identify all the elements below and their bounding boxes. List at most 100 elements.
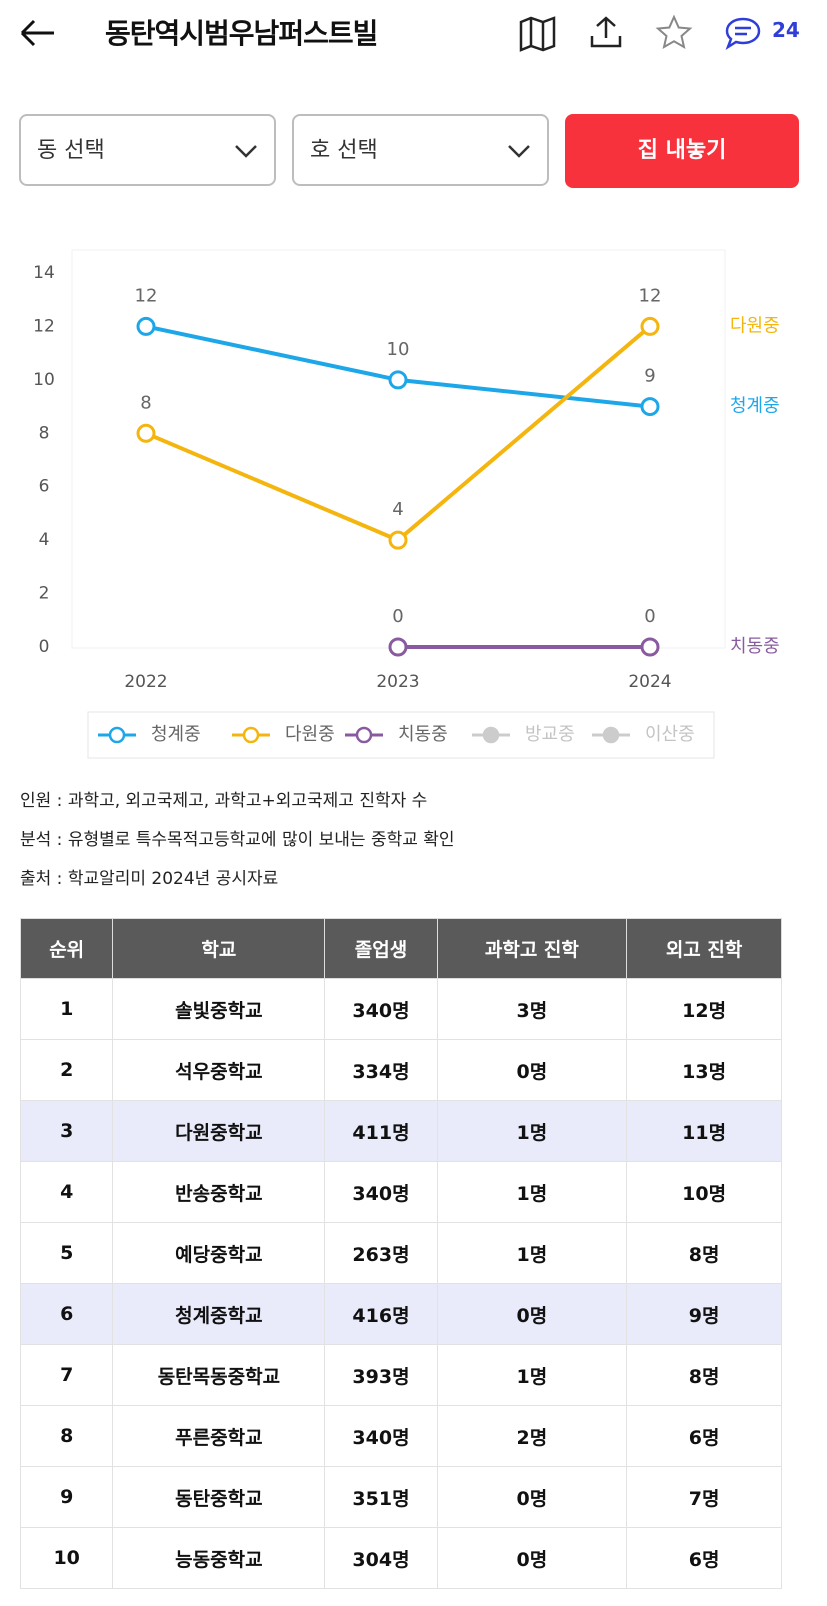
table-cell: 13명: [626, 1039, 782, 1101]
comment-icon[interactable]: [724, 16, 762, 50]
back-button[interactable]: [18, 16, 58, 50]
table-cell: 예당중학교: [112, 1222, 326, 1284]
table-cell: 1명: [436, 1161, 628, 1223]
dong-select[interactable]: 동 선택: [19, 114, 276, 186]
data-point: [640, 397, 660, 417]
data-point: [640, 316, 660, 336]
table-cell: 0명: [436, 1527, 628, 1589]
table-cell: 393명: [324, 1344, 438, 1406]
table-cell: 11명: [626, 1100, 782, 1162]
table-cell: 340명: [324, 1161, 438, 1223]
table-cell: 3명: [436, 978, 628, 1040]
series-end-label: 청계중: [730, 396, 780, 417]
list-house-button[interactable]: 집 내놓기: [565, 114, 799, 188]
table-row: 1 솔빛중학교 340명 3명 12명: [19, 978, 782, 1040]
map-icon[interactable]: [518, 16, 558, 52]
table-row: 8 푸른중학교 340명 2명 6명: [19, 1405, 782, 1467]
data-point: [136, 423, 156, 443]
column-header: 외고 진학: [626, 918, 782, 979]
table-row: 10 능동중학교 304명 0명 6명: [19, 1527, 782, 1589]
table-cell: 416명: [324, 1283, 438, 1345]
y-tick-label: 2: [39, 584, 50, 604]
table-cell: 334명: [324, 1039, 438, 1101]
table-cell: 6명: [626, 1527, 782, 1589]
table-cell: 9: [19, 1466, 114, 1528]
table-cell: 2명: [436, 1405, 628, 1467]
table-cell: 반송중학교: [112, 1161, 326, 1223]
column-header: 순위: [19, 918, 114, 979]
table-cell: 솔빛중학교: [112, 978, 326, 1040]
page-title: 동탄역시범우남퍼스트빌: [105, 17, 378, 50]
x-tick-label: 2024: [628, 672, 671, 692]
y-tick-label: 12: [33, 316, 55, 336]
table-row: 2 석우중학교 334명 0명 13명: [19, 1039, 782, 1101]
table-cell: 9명: [626, 1283, 782, 1345]
chevron: [508, 145, 530, 158]
table-cell: 8명: [626, 1344, 782, 1406]
table-cell: 6: [19, 1283, 114, 1345]
table-cell: 0명: [436, 1283, 628, 1345]
chevron: [235, 145, 257, 158]
table-cell: 340명: [324, 1405, 438, 1467]
data-label: 0: [644, 606, 655, 627]
table-cell: 0명: [436, 1039, 628, 1101]
table-cell: 7: [19, 1344, 114, 1406]
y-tick-label: 10: [33, 370, 55, 390]
school-table: 순위 학교 졸업생 과학고 진학 외고 진학 1 솔빛중학교 340명 3명 12명 2 석우중학교 3…: [19, 918, 782, 1589]
note: 분석 : 유형별로 특수목적고등학교에 많이 보내는 중학교 확인: [20, 830, 455, 850]
table-cell: 263명: [324, 1222, 438, 1284]
legend-box: [87, 711, 715, 759]
share-icon[interactable]: [588, 14, 624, 50]
table-cell: 340명: [324, 978, 438, 1040]
y-tick-label: 14: [33, 263, 55, 283]
table-row: 6 청계중학교 416명 0명 9명: [19, 1283, 782, 1345]
data-label: 12: [639, 285, 662, 306]
ho-select[interactable]: 호 선택: [292, 114, 549, 186]
table-row: 9 동탄중학교 351명 0명 7명: [19, 1466, 782, 1528]
column-header: 과학고 진학: [436, 918, 628, 979]
series-end-label: 치동중: [730, 636, 780, 657]
ho-select-label: 호 선택: [310, 138, 378, 163]
y-tick-label: 4: [39, 530, 50, 550]
legend-marker: [602, 726, 620, 744]
column-header: 졸업생: [324, 918, 438, 979]
legend-label: 치동중: [398, 724, 448, 745]
table-cell: 1명: [436, 1222, 628, 1284]
data-point: [388, 370, 408, 390]
chart: 0 2 4 6 8 10 12 14 2022 2023 2024 12 10 9 청계중 8 4 12 다원중 0 0…: [33, 249, 780, 759]
legend-marker: [108, 726, 126, 744]
data-label: 0: [392, 606, 403, 627]
table-cell: 351명: [324, 1466, 438, 1528]
comment-count[interactable]: 24: [772, 18, 800, 42]
x-tick-label: 2023: [376, 672, 419, 692]
table-row: 5 예당중학교 263명 1명 8명: [19, 1222, 782, 1284]
favorite-icon[interactable]: [655, 14, 693, 52]
x-tick-label: 2022: [124, 672, 167, 692]
table-cell: 푸른중학교: [112, 1405, 326, 1467]
table-cell: 동탄중학교: [112, 1466, 326, 1528]
legend-label: 이산중: [645, 724, 695, 745]
note: 인원 : 과학고, 외고국제고, 과학고+외고국제고 진학자 수: [20, 791, 428, 811]
table-cell: 7명: [626, 1466, 782, 1528]
plot-frame: [71, 249, 726, 649]
data-point: [388, 530, 408, 550]
data-label: 4: [392, 499, 403, 520]
data-label: 9: [644, 366, 655, 387]
table-cell: 청계중학교: [112, 1283, 326, 1345]
y-tick-label: 6: [39, 477, 50, 497]
table-cell: 8: [19, 1405, 114, 1467]
table-row: 4 반송중학교 340명 1명 10명: [19, 1161, 782, 1223]
legend-marker: [482, 726, 500, 744]
legend-label: 방교중: [525, 724, 575, 745]
legend-marker: [242, 726, 260, 744]
table-cell: 0명: [436, 1466, 628, 1528]
table-cell: 5: [19, 1222, 114, 1284]
data-point: [136, 316, 156, 336]
data-point: [640, 637, 660, 657]
table-cell: 10명: [626, 1161, 782, 1223]
table-cell: 1: [19, 978, 114, 1040]
y-tick-label: 0: [39, 637, 50, 657]
table-row: 3 다원중학교 411명 1명 11명: [19, 1100, 782, 1162]
table-cell: 304명: [324, 1527, 438, 1589]
